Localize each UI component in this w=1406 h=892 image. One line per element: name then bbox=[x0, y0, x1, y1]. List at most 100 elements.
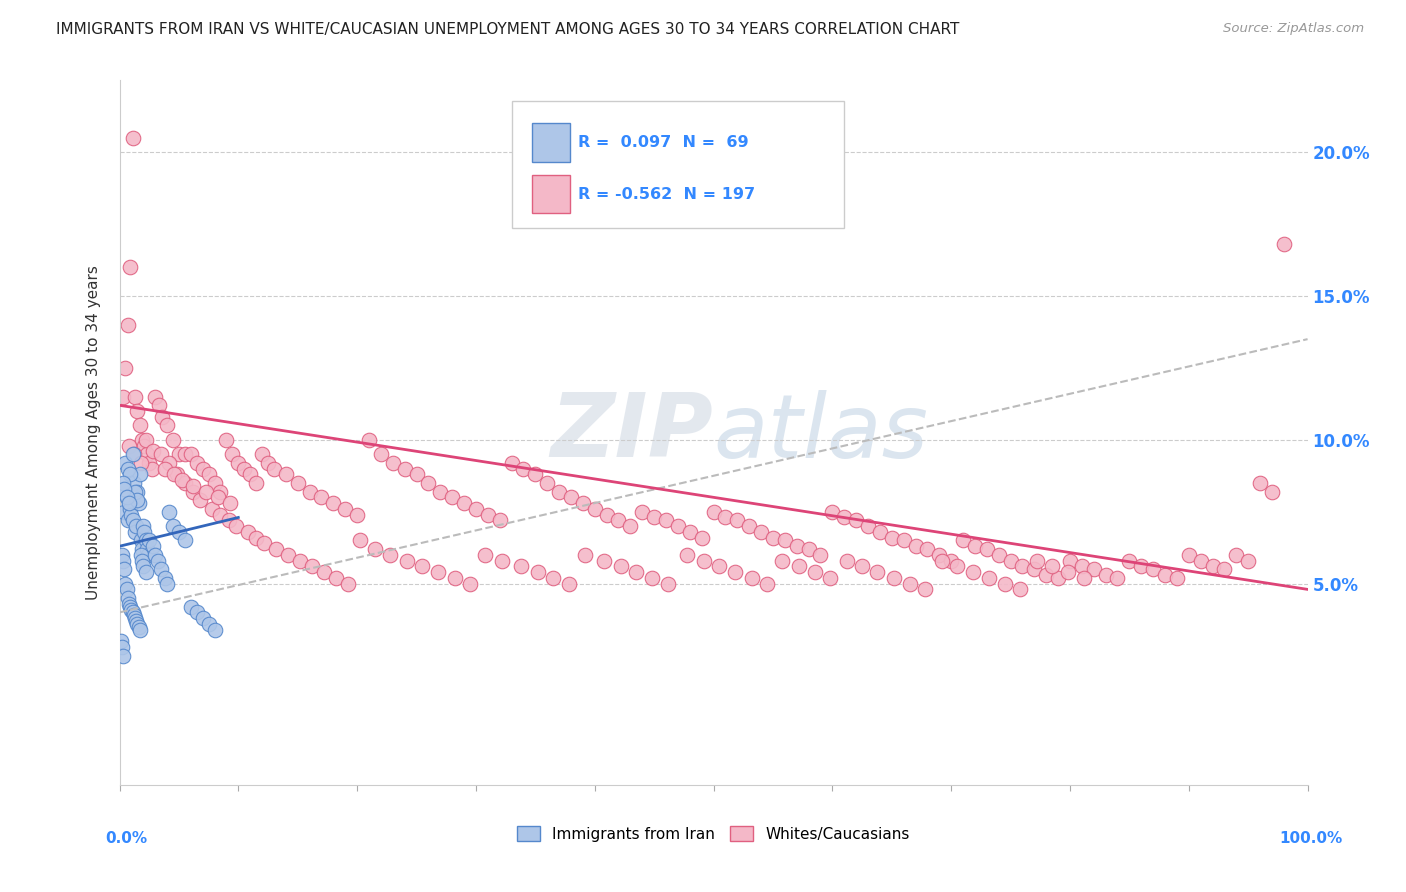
Point bbox=[773, 533, 796, 548]
Point bbox=[491, 553, 513, 567]
Point bbox=[120, 467, 142, 482]
Point bbox=[1225, 548, 1247, 562]
Point bbox=[135, 533, 157, 548]
Point bbox=[180, 447, 202, 461]
Point bbox=[676, 548, 699, 562]
Point bbox=[312, 565, 335, 579]
Point bbox=[138, 533, 160, 548]
Point bbox=[157, 456, 180, 470]
Point bbox=[749, 524, 772, 539]
Point bbox=[1166, 571, 1188, 585]
Point bbox=[690, 531, 713, 545]
Point bbox=[380, 548, 402, 562]
Point bbox=[120, 260, 142, 275]
Text: IMMIGRANTS FROM IRAN VS WHITE/CAUCASIAN UNEMPLOYMENT AMONG AGES 30 TO 34 YEARS C: IMMIGRANTS FROM IRAN VS WHITE/CAUCASIAN … bbox=[56, 22, 960, 37]
Point bbox=[250, 447, 273, 461]
Point bbox=[150, 447, 173, 461]
Point bbox=[173, 533, 195, 548]
Point bbox=[593, 553, 616, 567]
Point bbox=[914, 582, 936, 597]
Point bbox=[186, 456, 208, 470]
Point bbox=[724, 565, 747, 579]
Point bbox=[112, 482, 135, 496]
Point bbox=[574, 548, 596, 562]
Point bbox=[150, 409, 173, 424]
Point bbox=[411, 559, 433, 574]
Point bbox=[931, 553, 953, 567]
Point bbox=[228, 456, 250, 470]
Point bbox=[898, 576, 921, 591]
Point bbox=[524, 467, 547, 482]
Point bbox=[266, 542, 288, 557]
Point bbox=[904, 539, 927, 553]
Point bbox=[541, 571, 564, 585]
Point bbox=[239, 467, 262, 482]
Point bbox=[162, 433, 184, 447]
Point bbox=[810, 548, 832, 562]
Point bbox=[703, 505, 725, 519]
Point bbox=[583, 501, 606, 516]
Text: 0.0%: 0.0% bbox=[105, 831, 148, 846]
Point bbox=[124, 611, 146, 625]
Point bbox=[1040, 559, 1063, 574]
Point bbox=[195, 484, 218, 499]
Point bbox=[128, 418, 150, 433]
Point bbox=[979, 571, 1001, 585]
Point bbox=[1107, 571, 1129, 585]
Point bbox=[120, 599, 142, 614]
Point bbox=[132, 559, 155, 574]
Point bbox=[866, 565, 889, 579]
Point bbox=[917, 542, 939, 557]
Point bbox=[787, 559, 810, 574]
Point bbox=[167, 447, 190, 461]
Point bbox=[233, 461, 256, 475]
Text: 100.0%: 100.0% bbox=[1279, 831, 1343, 846]
Point bbox=[474, 548, 496, 562]
Point bbox=[512, 461, 534, 475]
Point bbox=[274, 467, 297, 482]
Point bbox=[121, 447, 143, 461]
Point bbox=[180, 599, 202, 614]
Point bbox=[607, 513, 630, 527]
Point bbox=[1073, 571, 1095, 585]
Point bbox=[655, 513, 678, 527]
Point bbox=[181, 484, 204, 499]
Point bbox=[845, 513, 868, 527]
Point bbox=[1272, 237, 1295, 252]
Point bbox=[143, 390, 166, 404]
Point bbox=[148, 398, 170, 412]
Point bbox=[443, 571, 465, 585]
Point bbox=[166, 467, 188, 482]
Point bbox=[118, 439, 141, 453]
Point bbox=[1011, 559, 1033, 574]
FancyBboxPatch shape bbox=[531, 123, 569, 161]
Point bbox=[741, 571, 763, 585]
Point bbox=[349, 533, 371, 548]
Point bbox=[725, 513, 748, 527]
Point bbox=[346, 508, 368, 522]
Point bbox=[112, 562, 135, 576]
Point bbox=[693, 553, 716, 567]
Point bbox=[122, 475, 145, 490]
Point bbox=[209, 484, 232, 499]
Point bbox=[225, 519, 247, 533]
Text: atlas: atlas bbox=[714, 390, 928, 475]
Point bbox=[477, 508, 499, 522]
Point bbox=[364, 542, 387, 557]
Point bbox=[142, 444, 165, 458]
Point bbox=[167, 524, 190, 539]
Point bbox=[131, 433, 153, 447]
Point bbox=[128, 623, 150, 637]
Point bbox=[626, 565, 648, 579]
Point bbox=[1213, 562, 1236, 576]
Point bbox=[245, 531, 267, 545]
Point bbox=[114, 576, 136, 591]
Point bbox=[357, 433, 380, 447]
Point bbox=[129, 548, 152, 562]
Point bbox=[426, 565, 449, 579]
Point bbox=[120, 508, 142, 522]
Point bbox=[335, 501, 357, 516]
Point bbox=[501, 456, 523, 470]
Point bbox=[277, 548, 299, 562]
Point bbox=[893, 533, 915, 548]
